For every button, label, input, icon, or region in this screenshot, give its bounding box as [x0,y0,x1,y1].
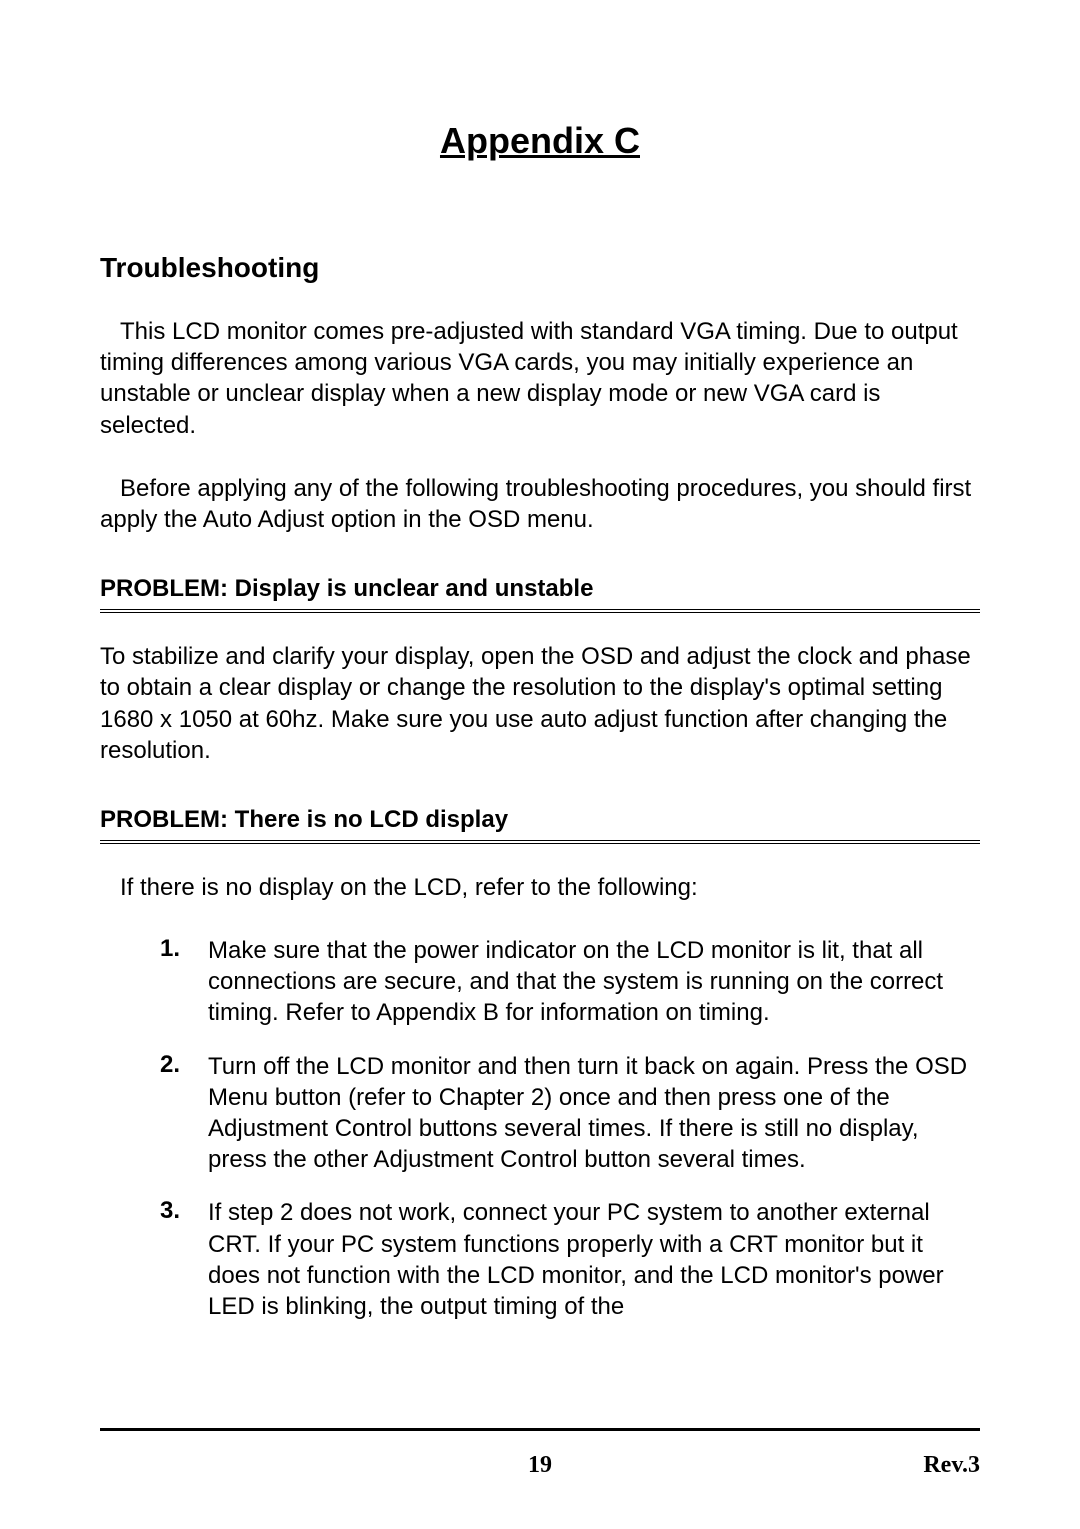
list-number: 1. [160,935,208,1029]
list-item: 3. If step 2 does not work, connect your… [160,1197,980,1322]
list-number: 2. [160,1051,208,1176]
intro-paragraph-2: Before applying any of the following tro… [100,473,980,535]
footer-rule [100,1428,980,1431]
problem-1-body: To stabilize and clarify your display, o… [100,641,980,766]
problem-heading-1: PROBLEM: Display is unclear and unstable [100,575,980,603]
problem-rule-1 [100,609,980,613]
list-text: Turn off the LCD monitor and then turn i… [208,1051,980,1176]
page-title: Appendix C [100,120,980,162]
problem-2-intro: If there is no display on the LCD, refer… [120,872,980,903]
section-heading: Troubleshooting [100,252,980,284]
list-item: 2. Turn off the LCD monitor and then tur… [160,1051,980,1176]
ordered-list: 1. Make sure that the power indicator on… [160,935,980,1322]
document-page: Appendix C Troubleshooting This LCD moni… [0,0,1080,1529]
list-text: Make sure that the power indicator on th… [208,935,980,1029]
intro-paragraph-1: This LCD monitor comes pre-adjusted with… [100,316,980,441]
list-item: 1. Make sure that the power indicator on… [160,935,980,1029]
problem-heading-2: PROBLEM: There is no LCD display [100,806,980,834]
page-footer: 19 Rev.3 [100,1452,980,1479]
page-number: 19 [100,1452,980,1479]
problem-rule-2 [100,840,980,844]
list-text: If step 2 does not work, connect your PC… [208,1197,980,1322]
list-number: 3. [160,1197,208,1322]
